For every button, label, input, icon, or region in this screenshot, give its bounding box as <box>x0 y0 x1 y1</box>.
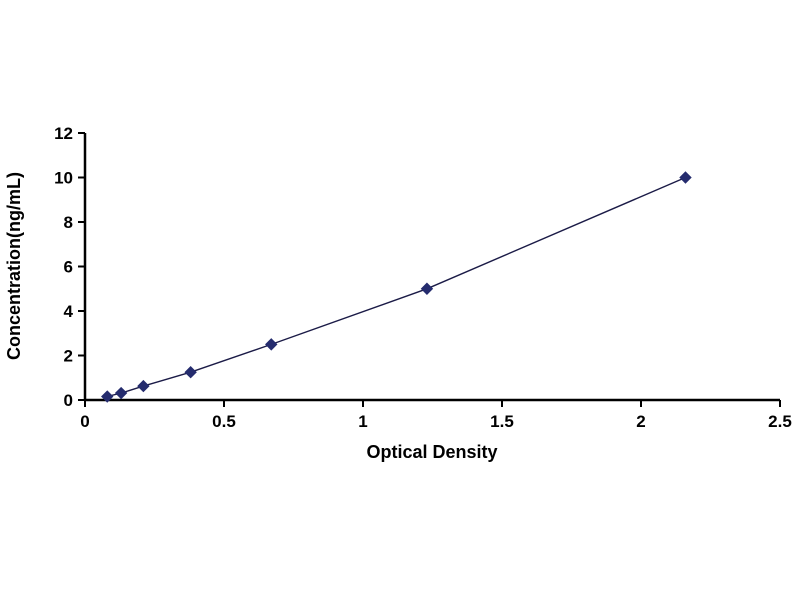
y-tick-label: 2 <box>64 347 73 366</box>
data-point-marker <box>137 379 150 393</box>
x-tick-label: 1.5 <box>490 412 514 431</box>
y-tick-label: 8 <box>64 213 73 232</box>
chart-plot-area: 0 0.5 1 1.5 2 2.5 0 2 4 6 8 10 12 <box>54 124 792 431</box>
data-point-marker <box>679 171 692 184</box>
x-tick-label: 0 <box>80 412 89 431</box>
x-tick-label: 2 <box>636 412 645 431</box>
x-tick-label: 2.5 <box>768 412 792 431</box>
data-point-marker <box>101 390 114 403</box>
data-point-marker <box>114 386 128 400</box>
x-axis-title: Optical Density <box>366 442 497 462</box>
data-point-marker <box>265 338 278 351</box>
y-tick-label: 10 <box>54 169 73 188</box>
y-axis-title: Concentration(ng/mL) <box>4 172 24 360</box>
y-tick-label: 6 <box>64 258 73 277</box>
y-tick-label: 4 <box>64 302 74 321</box>
data-point-marker <box>420 282 434 295</box>
x-tick-label: 0.5 <box>212 412 236 431</box>
series-line <box>107 176 686 398</box>
data-point-marker <box>184 365 197 379</box>
x-tick-label: 1 <box>358 412 367 431</box>
y-tick-label: 12 <box>54 124 73 143</box>
y-tick-label: 0 <box>64 391 73 410</box>
